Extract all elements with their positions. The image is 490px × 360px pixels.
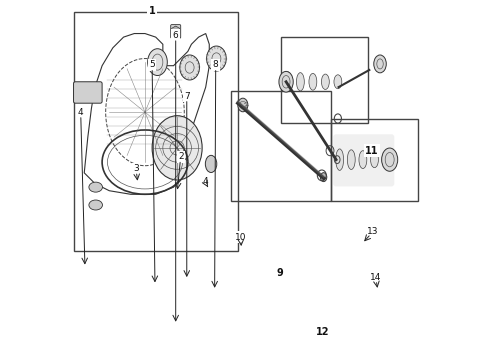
- Text: 8: 8: [213, 60, 219, 69]
- Ellipse shape: [152, 116, 202, 180]
- Ellipse shape: [207, 46, 226, 71]
- Ellipse shape: [347, 150, 355, 170]
- Ellipse shape: [296, 73, 304, 91]
- Ellipse shape: [321, 74, 329, 89]
- Text: 11: 11: [365, 146, 379, 156]
- Bar: [231, 91, 331, 202]
- Ellipse shape: [147, 49, 167, 76]
- FancyBboxPatch shape: [74, 82, 102, 103]
- Text: 10: 10: [235, 233, 246, 242]
- Text: 5: 5: [149, 60, 155, 69]
- Ellipse shape: [279, 71, 293, 92]
- Ellipse shape: [336, 149, 343, 170]
- Text: 7: 7: [184, 91, 190, 100]
- Text: 4: 4: [78, 108, 83, 117]
- Text: 1: 1: [149, 6, 155, 17]
- Ellipse shape: [284, 72, 292, 91]
- Text: 9: 9: [276, 268, 283, 278]
- Ellipse shape: [320, 173, 327, 181]
- Bar: [281, 37, 368, 123]
- FancyBboxPatch shape: [171, 24, 181, 38]
- Ellipse shape: [370, 152, 378, 168]
- Text: 6: 6: [173, 31, 178, 40]
- Ellipse shape: [374, 55, 386, 73]
- Bar: [331, 119, 418, 202]
- Ellipse shape: [359, 151, 367, 168]
- Ellipse shape: [89, 200, 102, 210]
- Ellipse shape: [309, 73, 317, 90]
- Ellipse shape: [180, 55, 199, 80]
- Ellipse shape: [89, 182, 102, 192]
- Text: 2: 2: [178, 152, 184, 161]
- Text: 13: 13: [367, 227, 379, 236]
- Text: 4: 4: [202, 177, 208, 186]
- Ellipse shape: [238, 98, 248, 112]
- Ellipse shape: [382, 148, 398, 171]
- Ellipse shape: [205, 156, 217, 172]
- FancyBboxPatch shape: [333, 134, 394, 186]
- Text: 12: 12: [316, 327, 330, 337]
- Text: 3: 3: [133, 164, 139, 173]
- Bar: [74, 12, 238, 251]
- Ellipse shape: [334, 75, 342, 89]
- Ellipse shape: [382, 153, 390, 167]
- Text: 14: 14: [370, 273, 381, 282]
